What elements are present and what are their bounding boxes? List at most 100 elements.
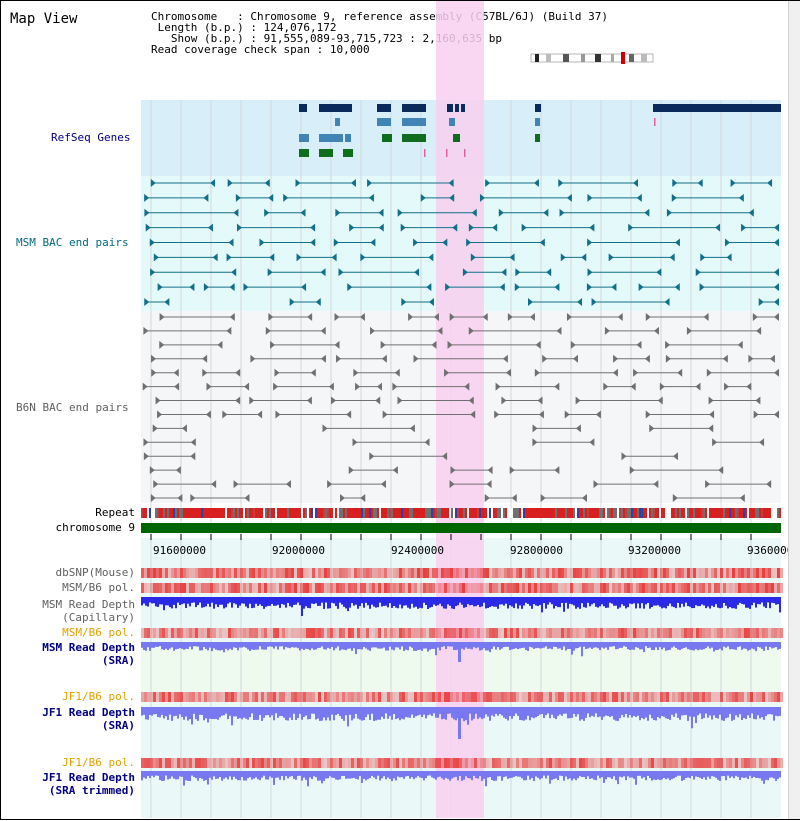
msm-bac-pair[interactable] <box>414 268 420 277</box>
msm-bac-pair[interactable] <box>452 223 458 232</box>
b6n-bac-pair[interactable] <box>331 396 337 405</box>
msm-bac-pair[interactable] <box>528 298 534 306</box>
msm-bac-pair[interactable] <box>264 179 270 187</box>
b6n-bac-pair[interactable] <box>748 354 754 363</box>
b6n-bac-pair[interactable] <box>718 466 724 475</box>
msm-bac-pair[interactable] <box>300 208 306 217</box>
msm-bac-pair[interactable] <box>533 179 539 187</box>
b6n-bac-pair[interactable] <box>306 396 312 405</box>
b6n-bac-pair[interactable] <box>686 326 692 335</box>
b6n-bac-pair[interactable] <box>328 382 334 391</box>
b6n-bac-pair[interactable] <box>320 354 326 363</box>
msm-bac-pair[interactable] <box>370 238 376 247</box>
b6n-bac-pair[interactable] <box>190 494 196 502</box>
b6n-bac-pair[interactable] <box>206 382 212 391</box>
b6n-bac-pair[interactable] <box>346 410 352 419</box>
b6n-bac-pair[interactable] <box>753 410 759 419</box>
b6n-bac-pair[interactable] <box>431 340 437 349</box>
b6n-bac-pair[interactable] <box>142 382 148 391</box>
msm-bac-pair[interactable] <box>726 253 732 262</box>
b6n-bac-pair[interactable] <box>270 340 276 349</box>
msm-bac-pair[interactable] <box>268 193 274 202</box>
b6n-bac-pair[interactable] <box>380 480 386 489</box>
b6n-bac-pair[interactable] <box>665 354 671 363</box>
b6n-bac-pair[interactable] <box>310 368 316 377</box>
msm-bac-pair[interactable] <box>157 283 163 292</box>
b6n-bac-pair[interactable] <box>450 466 456 475</box>
b6n-bac-pair[interactable] <box>447 340 453 349</box>
msm-bac-pair[interactable] <box>501 268 507 277</box>
msm-bac-pair[interactable] <box>587 238 593 247</box>
msm-bac-pair[interactable] <box>587 193 593 202</box>
msm-bac-pair[interactable] <box>656 268 662 277</box>
b6n-bac-pair[interactable] <box>774 313 779 321</box>
b6n-bac-pair[interactable] <box>739 494 745 502</box>
msm-bac-pair[interactable] <box>479 193 485 202</box>
b6n-bac-pair[interactable] <box>190 438 196 447</box>
msm-bac-pair[interactable] <box>149 238 155 247</box>
msm-bac-pair[interactable] <box>289 298 295 306</box>
b6n-bac-pair[interactable] <box>394 368 400 377</box>
msm-bac-pair[interactable] <box>150 179 156 187</box>
refseq-gene[interactable] <box>377 118 391 126</box>
b6n-bac-pair[interactable] <box>665 340 671 349</box>
b6n-bac-pair[interactable] <box>554 382 560 391</box>
b6n-bac-pair[interactable] <box>211 480 217 489</box>
msm-bac-pair[interactable] <box>566 193 572 202</box>
msm-bac-pair[interactable] <box>741 223 747 232</box>
msm-bac-pair[interactable] <box>350 179 356 187</box>
msm-bac-pair[interactable] <box>227 179 233 187</box>
b6n-bac-pair[interactable] <box>706 368 712 377</box>
msm-bac-pair[interactable] <box>347 283 353 292</box>
b6n-bac-pair[interactable] <box>442 452 448 461</box>
msm-bac-pair[interactable] <box>378 208 384 217</box>
b6n-bac-pair[interactable] <box>229 313 235 321</box>
msm-bac-pair[interactable] <box>338 268 344 277</box>
msm-bac-pair[interactable] <box>586 283 592 292</box>
msm-bac-pair[interactable] <box>164 298 170 306</box>
msm-bac-pair[interactable] <box>774 268 779 277</box>
refseq-gene[interactable] <box>535 118 540 126</box>
msm-bac-pair[interactable] <box>514 283 520 292</box>
msm-bac-pair[interactable] <box>498 208 504 217</box>
refseq-gene[interactable] <box>535 104 541 112</box>
msm-bac-pair[interactable] <box>499 283 505 292</box>
msm-bac-pair[interactable] <box>577 298 583 306</box>
b6n-bac-pair[interactable] <box>143 438 149 447</box>
msm-bac-pair[interactable] <box>674 283 680 292</box>
b6n-bac-pair[interactable] <box>532 438 538 447</box>
refseq-gene[interactable] <box>653 104 781 112</box>
b6n-bac-pair[interactable] <box>359 313 365 321</box>
b6n-bac-pair[interactable] <box>468 396 474 405</box>
b6n-bac-pair[interactable] <box>320 326 326 335</box>
b6n-bac-pair[interactable] <box>222 410 228 419</box>
msm-bac-pair[interactable] <box>671 193 677 202</box>
msm-bac-pair[interactable] <box>492 223 498 232</box>
msm-bac-pair[interactable] <box>401 298 407 306</box>
b6n-bac-pair[interactable] <box>629 466 635 475</box>
msm-bac-pair[interactable] <box>466 238 472 247</box>
msm-bac-pair[interactable] <box>628 223 634 232</box>
b6n-bac-pair[interactable] <box>537 396 543 405</box>
b6n-bac-pair[interactable] <box>677 368 683 377</box>
msm-bac-pair[interactable] <box>730 179 736 187</box>
msm-bac-pair[interactable] <box>267 268 273 277</box>
msm-bac-pair[interactable] <box>212 253 218 262</box>
b6n-bac-pair[interactable] <box>538 410 544 419</box>
msm-bac-pair[interactable] <box>295 179 301 187</box>
b6n-bac-pair[interactable] <box>369 452 375 461</box>
b6n-bac-pair[interactable] <box>449 313 455 321</box>
msm-bac-pair[interactable] <box>203 283 209 292</box>
msm-bac-pair[interactable] <box>235 193 241 202</box>
b6n-bac-pair[interactable] <box>511 494 517 502</box>
b6n-bac-pair[interactable] <box>334 313 340 321</box>
b6n-bac-pair[interactable] <box>564 410 570 419</box>
b6n-bac-pair[interactable] <box>250 354 256 363</box>
msm-bac-pair[interactable] <box>725 238 731 247</box>
b6n-bac-pair[interactable] <box>612 368 618 377</box>
b6n-bac-pair[interactable] <box>575 396 581 405</box>
b6n-bac-pair[interactable] <box>708 396 714 405</box>
b6n-bac-pair[interactable] <box>327 480 333 489</box>
b6n-bac-pair[interactable] <box>409 424 415 433</box>
b6n-bac-pair[interactable] <box>573 354 579 363</box>
